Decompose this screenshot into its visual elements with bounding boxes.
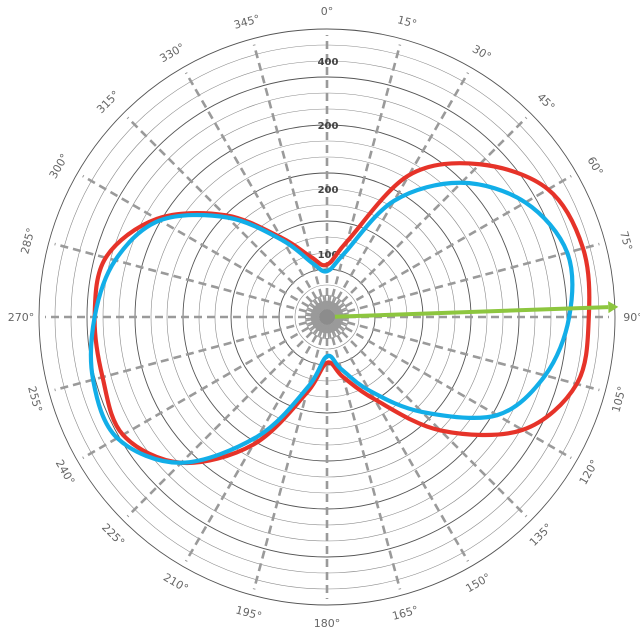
spoke-line xyxy=(329,72,470,311)
angle-label: 15° xyxy=(396,13,418,31)
radial-tick-label: 100 xyxy=(318,250,339,261)
center-hub xyxy=(319,309,335,325)
series-red-curve xyxy=(92,161,592,466)
spoke-tick xyxy=(324,295,328,310)
grid-ring xyxy=(86,76,568,558)
direction-arrow xyxy=(326,301,619,319)
angle-label: 255° xyxy=(25,385,44,414)
spoke-line xyxy=(331,321,528,518)
angle-label: 135° xyxy=(527,521,555,549)
angle-label: 330° xyxy=(158,41,187,66)
angle-label: 30° xyxy=(470,42,493,63)
angle-label: 60° xyxy=(585,155,606,178)
spoke-tick xyxy=(312,299,323,312)
spoke-tick xyxy=(305,314,320,318)
spoke-line xyxy=(334,242,600,317)
spoke-line xyxy=(329,323,470,562)
angle-label: 165° xyxy=(391,603,420,622)
spoke-tick xyxy=(334,318,348,326)
spoke-tick xyxy=(322,295,327,310)
spoke-tick xyxy=(326,295,330,310)
spoke-line xyxy=(252,324,327,590)
spoke-line xyxy=(327,44,402,310)
spoke-tick xyxy=(332,302,345,313)
angle-label: 90° xyxy=(623,311,640,324)
series-layer xyxy=(88,161,592,466)
radial-tick-label: 200 xyxy=(318,185,339,196)
angle-label: 105° xyxy=(609,385,628,414)
spoke-line xyxy=(184,72,325,311)
spoke-tick xyxy=(331,322,342,335)
angle-label: 150° xyxy=(464,571,493,596)
arrow-head xyxy=(608,301,619,314)
spoke-tick xyxy=(305,317,320,322)
grid-ring xyxy=(166,156,488,478)
spoke-tick xyxy=(316,296,325,311)
angle-label: 300° xyxy=(47,152,72,181)
spoke-tick xyxy=(329,323,338,338)
spoke-tick xyxy=(313,323,324,336)
spoke-tick xyxy=(333,306,348,315)
spoke-tick xyxy=(333,320,346,331)
spoke-line xyxy=(126,321,323,518)
spoke-line xyxy=(252,44,327,310)
angle-label: 270° xyxy=(8,311,35,324)
angle-label: 315° xyxy=(94,88,122,116)
angle-label: 285° xyxy=(18,226,37,255)
angle-label: 120° xyxy=(577,458,602,487)
spoke-tick xyxy=(328,296,336,310)
angle-label: 75° xyxy=(617,230,635,252)
angle-label: 45° xyxy=(534,91,557,114)
radial-tick-labels: 400 200 200 100 xyxy=(318,57,339,261)
spoke-tick xyxy=(330,298,341,311)
grid-ring xyxy=(230,220,424,414)
angle-label: 210° xyxy=(161,571,190,596)
spoke-line xyxy=(54,242,320,317)
angle-label: 225° xyxy=(99,521,127,549)
angle-label: 180° xyxy=(314,617,341,627)
series-blue-curve xyxy=(88,180,575,465)
radial-tick-label: 400 xyxy=(318,57,339,68)
spoke-line xyxy=(327,324,402,590)
spoke-line xyxy=(54,317,320,392)
spoke-tick xyxy=(324,324,328,339)
angle-label: 0° xyxy=(321,5,334,18)
angle-label: 195° xyxy=(234,603,263,622)
spoke-line xyxy=(333,319,572,460)
angle-label: 345° xyxy=(232,12,261,31)
radial-tick-label: 200 xyxy=(318,121,339,132)
spoke-tick xyxy=(306,308,320,316)
spoke-tick xyxy=(327,324,332,339)
arrow-shaft xyxy=(326,305,609,319)
grid-ring xyxy=(150,140,504,494)
spoke-tick xyxy=(318,324,326,338)
spoke-tick xyxy=(308,303,321,314)
spoke-tick xyxy=(306,319,321,328)
spoke-line xyxy=(333,174,572,315)
spoke-tick xyxy=(309,321,322,332)
spoke-line xyxy=(331,116,528,313)
spoke-line xyxy=(82,174,321,315)
grid-ring xyxy=(38,28,616,606)
angle-label: 240° xyxy=(53,458,78,487)
spoke-line xyxy=(334,317,600,392)
